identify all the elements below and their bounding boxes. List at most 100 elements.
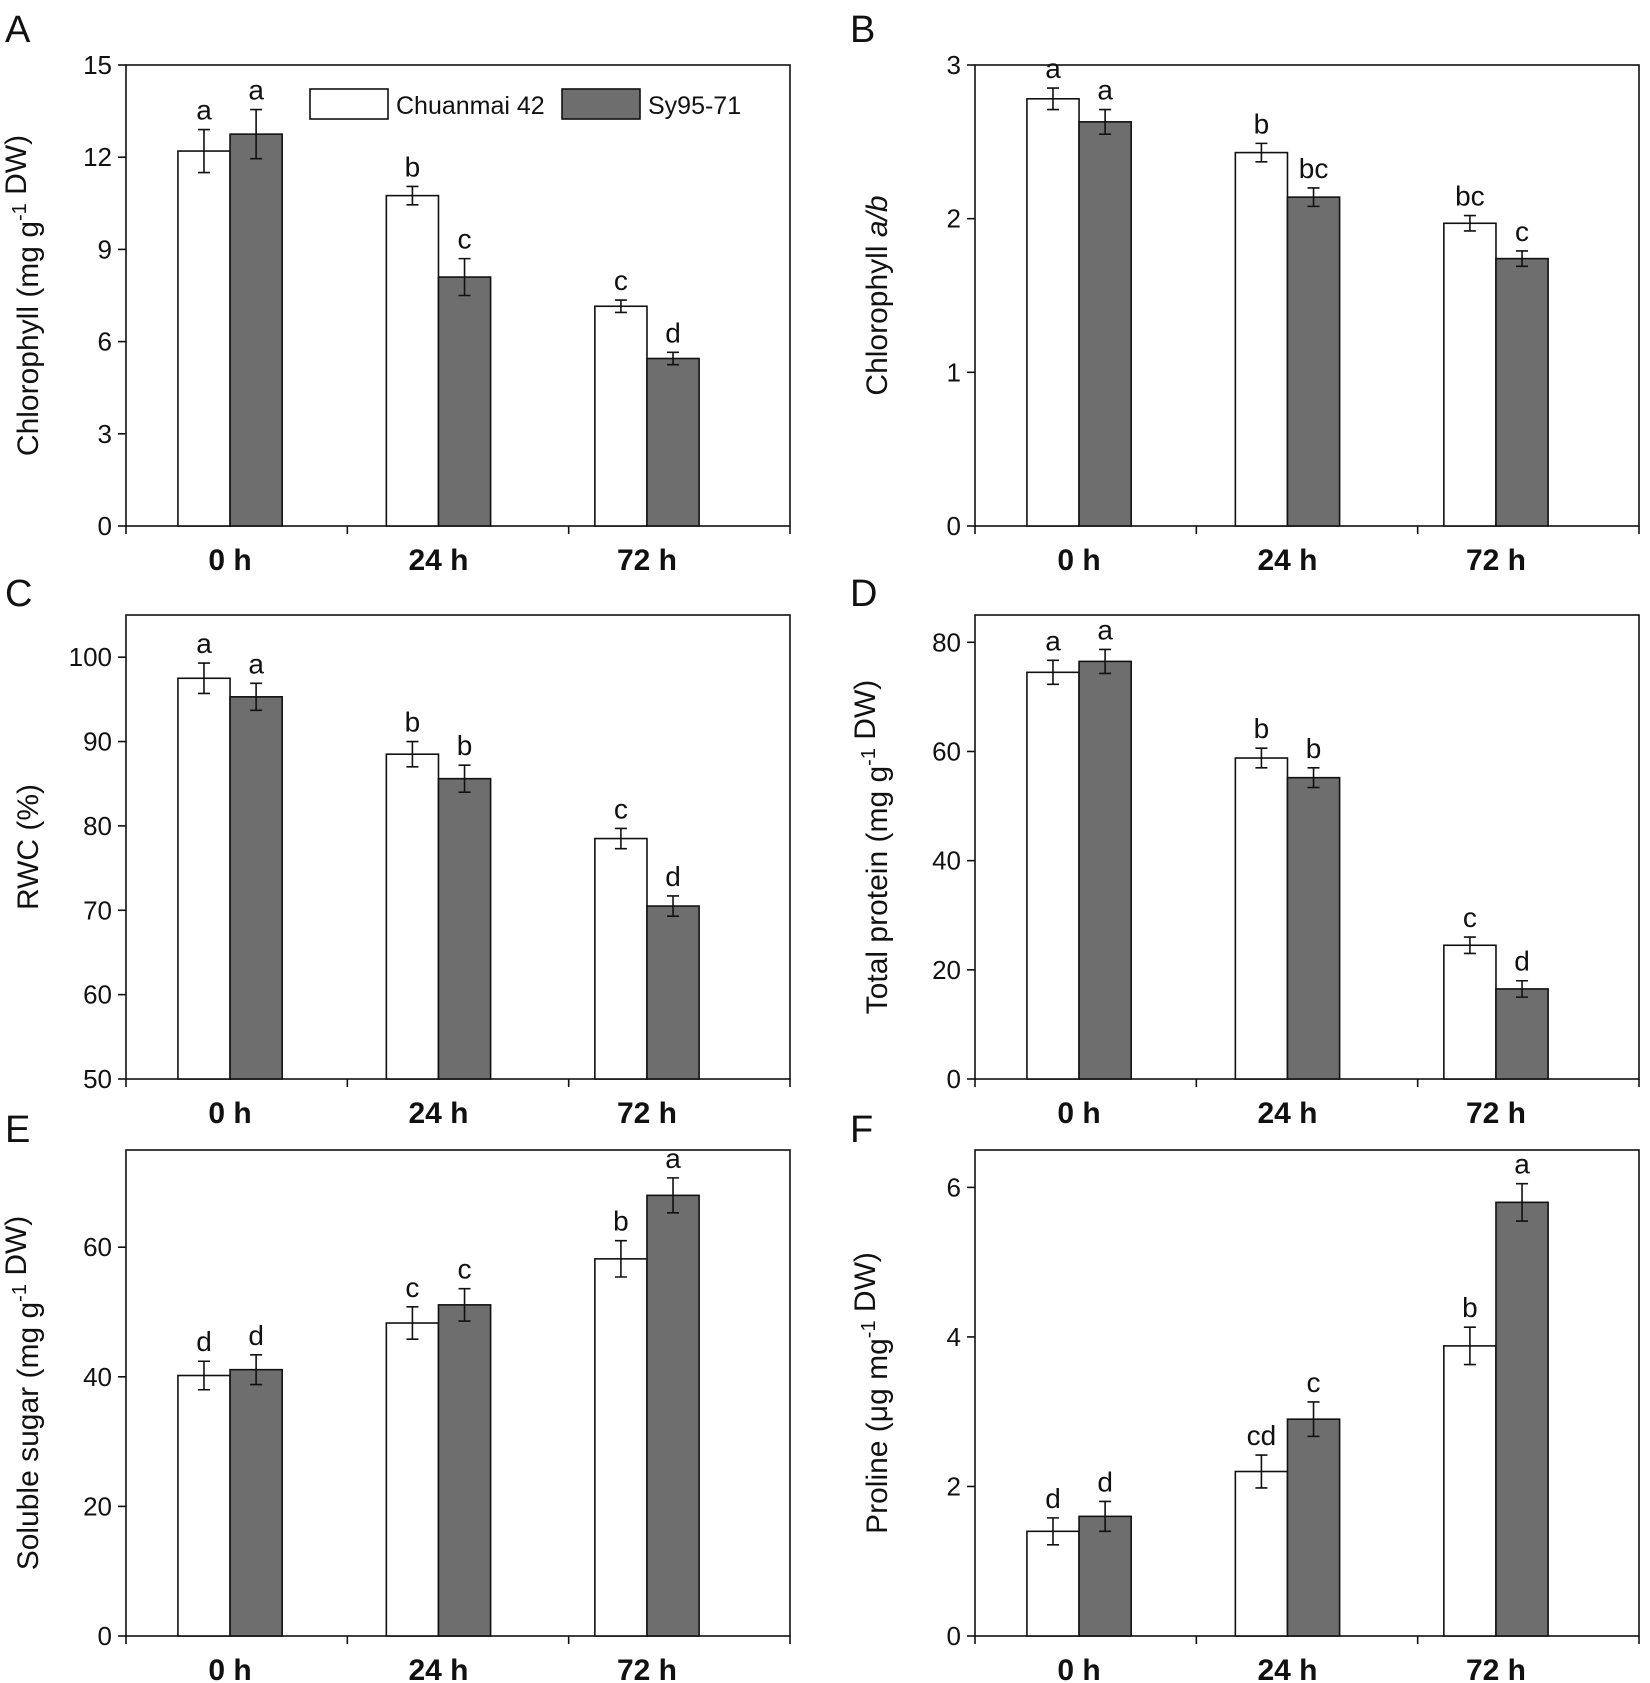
panel-a: A 0 3 6 9 12 15 Chlorophyll (mg g-1 DW) a a 0 h b c 2… [0,9,791,577]
y-tick-label: 1 [947,357,961,387]
significance-label: a [248,648,264,679]
x-tick-label: 72 h [1466,1097,1526,1130]
significance-label: c [614,793,628,824]
significance-label: d [665,861,681,892]
panel-c: C 50 60 70 80 90 100 RWC (%) a a 0 h b b 24 h c d 72 h [5,573,791,1130]
significance-label: d [1045,1483,1061,1514]
bar-chuanmai42 [385,1322,440,1637]
significance-label: b [613,1206,629,1237]
error-bar [1099,108,1112,135]
y-axis-label: RWC (%) [12,784,45,910]
bar-sy95-71 [1286,196,1341,527]
significance-label: bc [1299,153,1329,184]
x-tick-label: 72 h [617,544,677,577]
error-bar [197,128,210,174]
significance-label: c [1307,1367,1321,1398]
panel-letter: B [850,9,875,51]
error-bar [406,740,419,768]
y-tick-label: 40 [83,1362,112,1392]
bar-sy95-71 [1078,660,1132,1080]
significance-label: c [458,224,472,255]
y-tick-label: 3 [98,419,112,449]
error-bar [1463,1326,1476,1366]
bar-sy95-71 [646,1194,700,1637]
bar-sy95-71 [1286,1418,1341,1637]
panel-f: F 0 2 4 6 Proline (μg mg-1 DW) d d 0 h cdc 24 h b a 7… [849,1109,1640,1683]
bar-chuanmai42 [1026,671,1080,1080]
bar-chuanmai42 [1234,757,1289,1080]
significance-label: a [1097,75,1113,106]
significance-label: c [614,265,628,296]
error-bar [1099,1500,1112,1533]
significance-label: c [405,1272,419,1303]
x-tick-label: 24 h [408,1097,468,1130]
y-tick-label: 20 [932,955,961,985]
bar-sy95-71 [229,133,283,527]
y-tick-label: 12 [83,142,112,172]
significance-label: b [1462,1292,1478,1323]
y-tick-label: 90 [83,727,112,757]
bar-sy95-71 [1078,121,1132,527]
x-tick-label: 72 h [617,1654,677,1683]
x-tick-label: 24 h [1257,1654,1317,1683]
significance-label: c [458,1254,472,1285]
significance-label: b [1306,733,1322,764]
significance-label: b [1254,108,1270,139]
bar-chuanmai42 [385,194,440,527]
significance-label: d [1097,1466,1113,1497]
y-tick-label: 100 [69,642,112,672]
significance-label: b [457,730,473,761]
error-bar [614,299,627,314]
y-tick-label: 4 [947,1322,961,1352]
significance-label: d [665,317,681,348]
error-bar [1516,1182,1529,1222]
y-axis-label: Proline (μg mg-1 DW) [849,1252,894,1534]
significance-label: a [1045,625,1061,656]
significance-label: a [196,95,212,126]
bar-chuanmai42 [1234,151,1289,527]
y-tick-label: 0 [98,1621,112,1651]
error-bar [406,185,419,206]
error-bar [1046,659,1059,686]
error-bar [667,1177,680,1214]
y-tick-label: 60 [932,736,961,766]
error-bar [614,827,627,850]
significance-label: b [405,707,421,738]
x-tick-label: 24 h [408,544,468,577]
y-axis-label: Soluble sugar (mg g-1 DW) [0,1216,45,1571]
y-tick-label: 20 [83,1491,112,1521]
bar-sy95-71 [1286,776,1341,1080]
bar-chuanmai42 [1026,1530,1080,1637]
error-bar [1255,142,1268,163]
y-tick-label: 80 [932,627,961,657]
bar-sy95-71 [1495,988,1549,1080]
error-bar [1516,250,1529,268]
error-bar [1463,214,1476,232]
panel-d: D 0 20 40 60 80 Total protein (mg g-1 DW) a a 0 h… [849,573,1640,1130]
x-tick-label: 72 h [1466,544,1526,577]
bar-sy95-71 [1078,1515,1132,1637]
y-tick-label: 3 [947,50,961,80]
y-tick-label: 15 [83,50,112,80]
error-bar [250,108,263,160]
y-tick-label: 0 [947,1621,961,1651]
bar-sy95-71 [229,696,283,1080]
panel-e: E 0 20 40 60 Soluble sugar (mg g-1 DW) d d 0 h c c… [0,1109,791,1683]
error-bar [197,1360,210,1391]
legend-label: Chuanmai 42 [396,92,545,120]
error-bar [250,1353,263,1386]
error-bar [1255,747,1268,769]
error-bar [1307,187,1320,208]
bar-chuanmai42 [594,1258,648,1637]
panel-letter: C [5,573,32,615]
panel-letter: E [5,1109,30,1151]
bar-chuanmai42 [594,305,648,527]
x-tick-label: 0 h [1057,544,1100,577]
y-tick-label: 0 [98,511,112,541]
y-tick-label: 2 [947,204,961,234]
x-tick-label: 0 h [208,1654,251,1683]
error-bar [1046,87,1059,111]
bar-sy95-71 [437,777,492,1080]
